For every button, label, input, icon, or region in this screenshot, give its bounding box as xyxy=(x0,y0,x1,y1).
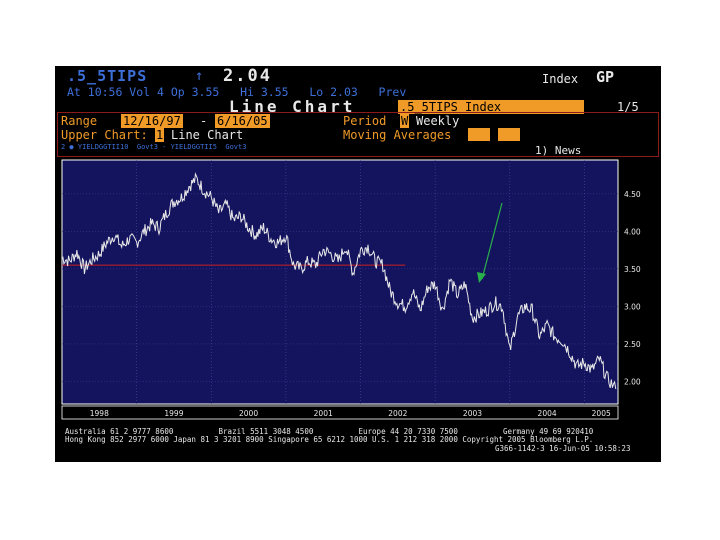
period-text: Weekly xyxy=(416,114,460,128)
plot-area xyxy=(61,159,619,405)
footer-timestamp: G366-1142-3 16-Jun-05 10:58:23 xyxy=(495,444,631,453)
x-tick-label: 2005 xyxy=(592,409,611,418)
x-axis-strip xyxy=(61,405,619,420)
yield-spread-series-line xyxy=(61,172,617,390)
range-label: Range xyxy=(61,114,98,128)
x-tick-label: 1999 xyxy=(164,409,183,418)
upper-chart-field[interactable]: 1 xyxy=(155,128,165,142)
asset-class-label: Index xyxy=(542,72,579,86)
period-label: Period xyxy=(343,114,387,128)
security-field[interactable]: .5_5TIPS Index xyxy=(398,100,584,114)
news-link[interactable]: 1) News xyxy=(535,144,582,157)
chart-title: Line Chart xyxy=(229,97,356,116)
y-tick-label: 4.50 xyxy=(624,190,641,199)
annotation-arrow-icon xyxy=(477,202,503,283)
last-price: 2.04 xyxy=(223,66,272,86)
upper-chart-text: Line Chart xyxy=(171,128,244,142)
upper-chart-label: Upper Chart: xyxy=(61,128,148,142)
x-tick-label: 1998 xyxy=(90,409,109,418)
range-end-field[interactable]: 6/16/05 xyxy=(215,114,270,128)
moving-averages-label: Moving Averages xyxy=(343,128,452,142)
x-tick-label: 2003 xyxy=(463,409,482,418)
y-tick-label: 4.00 xyxy=(624,227,641,236)
y-tick-label: 2.50 xyxy=(624,340,641,349)
quote-line: At 10:56 Vol 4 Op 3.55 Hi 3.55 Lo 2.03 P… xyxy=(67,85,407,99)
y-tick-label: 3.50 xyxy=(624,265,641,274)
y-tick-label: 3.00 xyxy=(624,302,641,311)
moving-average-field-2[interactable] xyxy=(498,128,520,141)
footer-contacts-line-1: Australia 61 2 9777 8600 Brazil 5511 304… xyxy=(65,427,594,436)
range-dash: - xyxy=(200,114,208,128)
x-tick-label: 2000 xyxy=(239,409,258,418)
function-code[interactable]: GP xyxy=(596,68,615,86)
x-tick-label: 2002 xyxy=(388,409,407,418)
x-tick-label: 2004 xyxy=(538,409,557,418)
line-chart[interactable]: 1998 1999 2000 2001 2002 2003 2004 2005 4.50 4.0… xyxy=(61,159,655,423)
period-field[interactable]: W xyxy=(400,114,410,128)
legend-line: 2 ● YIELDGGTII10 Govt3 - YIELDGGTII5 Gov… xyxy=(61,143,247,151)
y-tick-label: 2.00 xyxy=(624,377,641,386)
up-arrow-icon: ↑ xyxy=(195,68,204,84)
options-panel xyxy=(57,112,659,157)
moving-average-field-1[interactable] xyxy=(468,128,490,141)
page-indicator: 1/5 xyxy=(617,100,639,114)
bloomberg-terminal-window: .5_5TIPS ↑ 2.04 Index GP At 10:56 Vol 4 … xyxy=(55,66,661,462)
ticker-symbol[interactable]: .5_5TIPS xyxy=(67,67,148,85)
x-tick-label: 2001 xyxy=(314,409,333,418)
footer-contacts-line-2: Hong Kong 852 2977 6000 Japan 81 3 3201 … xyxy=(65,435,594,444)
range-start-field[interactable]: 12/16/97 xyxy=(121,114,183,128)
